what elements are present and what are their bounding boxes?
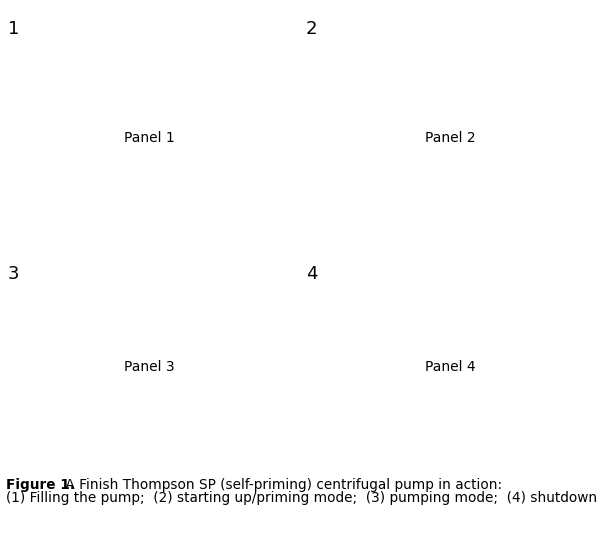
Text: 1: 1 [8, 20, 19, 37]
Text: (1) Filling the pump;  (2) starting up/priming mode;  (3) pumping mode;  (4) shu: (1) Filling the pump; (2) starting up/pr… [6, 491, 597, 505]
Text: Panel 4: Panel 4 [424, 360, 476, 374]
Text: A Finish Thompson SP (self-priming) centrifugal pump in action:: A Finish Thompson SP (self-priming) cent… [61, 478, 503, 492]
Text: Panel 3: Panel 3 [123, 360, 175, 374]
Text: 4: 4 [306, 265, 317, 283]
Text: Panel 1: Panel 1 [123, 131, 175, 145]
Text: 3: 3 [8, 265, 19, 283]
Text: 2: 2 [306, 20, 317, 37]
Text: Panel 2: Panel 2 [424, 131, 476, 145]
Text: Figure 1.: Figure 1. [6, 478, 75, 492]
